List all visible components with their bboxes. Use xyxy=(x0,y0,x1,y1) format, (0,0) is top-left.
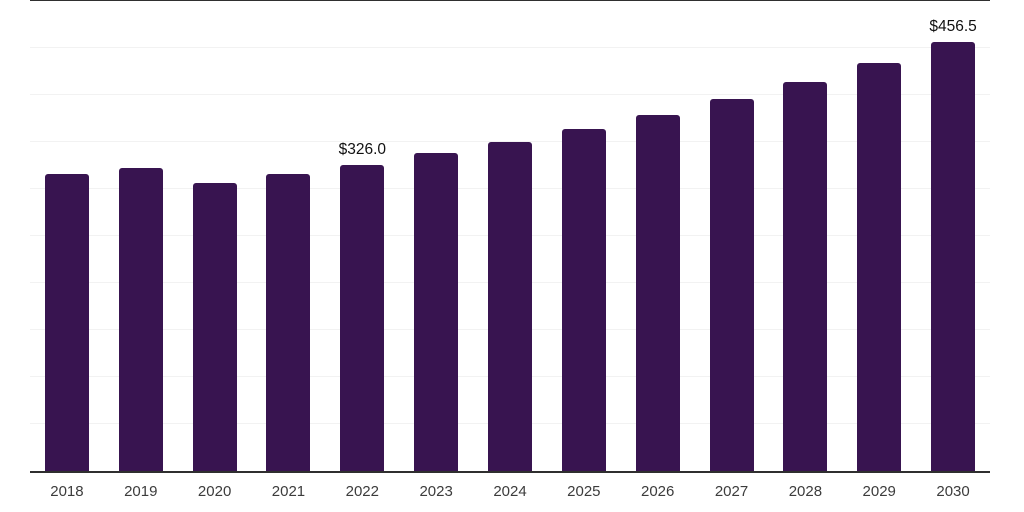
bar-2019 xyxy=(118,168,163,471)
bar-2028 xyxy=(783,82,828,471)
gridline xyxy=(30,94,990,95)
x-tick-label-2026: 2026 xyxy=(641,483,675,500)
gridline xyxy=(30,141,990,142)
gridline xyxy=(30,47,990,48)
x-tick-label-2027: 2027 xyxy=(714,483,749,500)
bar-2026 xyxy=(635,114,680,471)
bar-2022 xyxy=(340,164,385,471)
x-tick-label-2021: 2021 xyxy=(271,483,306,500)
bar-value-label-2022: $326.0 xyxy=(338,141,387,159)
bar-2024 xyxy=(488,141,532,471)
x-tick-label-2025: 2025 xyxy=(567,483,601,500)
x-tick-label-2018: 2018 xyxy=(50,483,84,500)
x-tick-label-2020: 2020 xyxy=(197,483,232,500)
x-tick-label-2023: 2023 xyxy=(419,483,453,500)
x-tick-label-2024: 2024 xyxy=(493,483,527,500)
x-tick-label-2028: 2028 xyxy=(788,483,823,500)
bar-2030 xyxy=(931,41,976,471)
bar-value-label-2030: $456.5 xyxy=(929,18,977,36)
x-axis-labels: 2018 2019 2020 2021 2022 2023 2024 2025 2026 2027… xyxy=(30,483,990,506)
bar-2018 xyxy=(44,174,89,471)
bar-2029 xyxy=(857,63,902,471)
bar-2021 xyxy=(266,173,311,471)
bar-2027 xyxy=(709,99,754,471)
x-tick-label-2022: 2022 xyxy=(345,483,379,500)
plot-area: $326.0 $456.5 xyxy=(30,0,990,473)
bar-2023 xyxy=(414,152,459,471)
x-tick-label-2029: 2029 xyxy=(862,483,896,500)
x-tick-label-2019: 2019 xyxy=(124,483,158,500)
x-tick-label-2030: 2030 xyxy=(936,483,970,500)
bar-2020 xyxy=(192,182,237,471)
bar-2025 xyxy=(561,129,606,471)
